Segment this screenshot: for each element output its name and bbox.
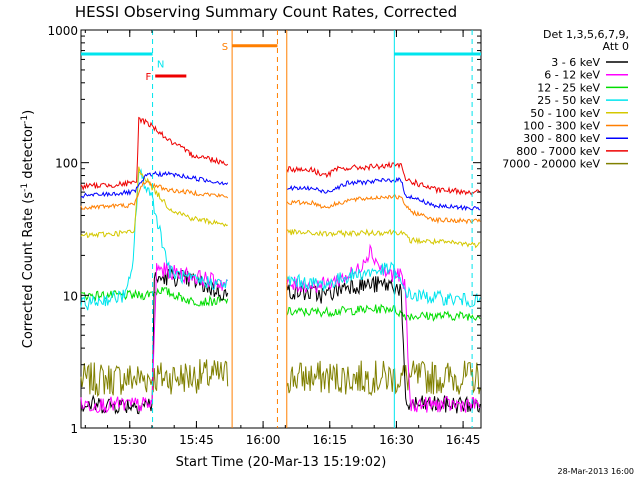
series-line xyxy=(286,303,481,322)
legend-item: 3 - 6 keV xyxy=(551,56,628,69)
legend-item: 6 - 12 keV xyxy=(544,69,628,82)
legend-label: 6 - 12 keV xyxy=(544,69,600,82)
series-3-6kev xyxy=(80,268,481,415)
event-lines-layer xyxy=(152,30,473,428)
legend-header-line-2: Att 0 xyxy=(603,40,629,53)
legend-item: 50 - 100 keV xyxy=(530,107,628,120)
series-line xyxy=(286,261,481,308)
series-line xyxy=(80,116,229,192)
legend-label: 7000 - 20000 keV xyxy=(502,158,600,171)
series-line xyxy=(80,268,229,415)
y-axis-ticks: 1 10 100 1000 xyxy=(47,24,481,436)
x-tick-label: 16:30 xyxy=(379,433,414,447)
series-50-100kev xyxy=(80,166,481,249)
series-line xyxy=(80,359,229,398)
legend-label: 12 - 25 keV xyxy=(537,81,600,94)
series-line xyxy=(80,262,228,414)
plot-area: NF S xyxy=(80,29,482,429)
y-axis-label-part: ) xyxy=(21,110,36,115)
legend-label: 50 - 100 keV xyxy=(530,107,600,120)
series-line xyxy=(286,161,481,196)
series-6-12kev xyxy=(80,243,481,414)
legend-item: 800 - 7000 keV xyxy=(516,145,628,158)
y-tick-label: 100 xyxy=(55,157,78,171)
legend-item: 100 - 300 keV xyxy=(523,120,628,133)
series-layer xyxy=(80,116,481,415)
y-axis-label-part: detector xyxy=(21,123,36,183)
legend-label: 25 - 50 keV xyxy=(537,94,600,107)
state-bar-label: F xyxy=(145,72,151,83)
x-tick-label: 16:00 xyxy=(246,433,281,447)
legend-header-line-1: Det 1,3,5,6,7,9, xyxy=(543,28,629,41)
series-line xyxy=(286,275,481,414)
x-tick-label: 15:45 xyxy=(179,433,214,447)
state-bars-layer: NF S xyxy=(81,42,481,83)
plot-frame xyxy=(80,29,482,429)
series-line xyxy=(80,180,229,211)
y-tick-label: 1000 xyxy=(47,24,78,38)
series-100-300kev xyxy=(80,180,481,225)
x-axis-ticks: 15:30 15:45 16:00 16:15 16:30 16:45 xyxy=(84,30,481,447)
series-line xyxy=(80,166,228,239)
series-line xyxy=(80,170,229,199)
chart-title: HESSI Observing Summary Count Rates, Cor… xyxy=(75,3,457,21)
series-line xyxy=(286,243,481,413)
series-line xyxy=(80,168,228,311)
x-tick-label: 16:45 xyxy=(446,433,481,447)
legend-label: 3 - 6 keV xyxy=(551,56,600,69)
y-tick-label: 10 xyxy=(63,289,78,303)
legend-item: 300 - 800 keV xyxy=(523,132,628,145)
legend-item: 7000 - 20000 keV xyxy=(502,158,628,171)
y-axis-label-superscript: -1 xyxy=(20,115,30,124)
legend-item: 12 - 25 keV xyxy=(537,81,628,94)
y-tick-label: 1 xyxy=(70,422,78,436)
series-7000-20000kev xyxy=(80,359,481,398)
x-tick-label: 15:30 xyxy=(112,433,147,447)
state-bar-label: S xyxy=(222,42,228,53)
series-25-50kev xyxy=(80,168,481,311)
series-line xyxy=(286,193,481,225)
series-line xyxy=(286,176,481,212)
footer-date: 28-Mar-2013 16:00 xyxy=(558,467,635,476)
y-axis-label: Corrected Count Rate (s-1 detector-1) xyxy=(20,110,36,348)
series-line xyxy=(286,228,481,249)
series-300-800kev xyxy=(80,170,481,212)
state-bar-label: N xyxy=(157,59,164,70)
x-axis-label: Start Time (20-Mar-13 15:19:02) xyxy=(176,455,387,470)
legend-label: 800 - 7000 keV xyxy=(516,145,600,158)
legend-label: 300 - 800 keV xyxy=(523,132,600,145)
x-tick-label: 16:15 xyxy=(312,433,347,447)
series-line xyxy=(286,360,481,397)
y-axis-label-superscript: -1 xyxy=(20,183,30,192)
series-800-7000kev xyxy=(80,116,481,196)
y-axis-label-part: Corrected Count Rate (s xyxy=(21,192,36,349)
legend-label: 100 - 300 keV xyxy=(523,120,600,133)
legend-item: 25 - 50 keV xyxy=(537,94,628,107)
